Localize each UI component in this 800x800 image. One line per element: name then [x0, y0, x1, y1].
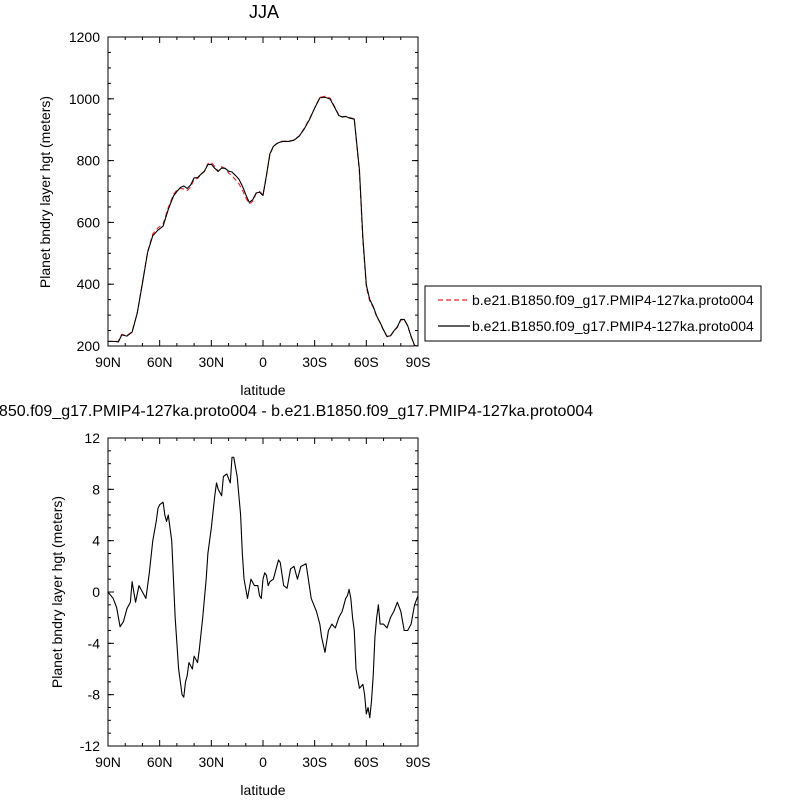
x-tick-label: 60S	[354, 354, 379, 370]
y-tick-label: -8	[88, 687, 101, 703]
legend-box	[424, 285, 762, 342]
top-plot-tick-labels: 90N 60N 30N 0 30S 60S 90S 200 400 600 800 1000 1200	[69, 29, 431, 370]
x-tick-label: 90S	[406, 754, 431, 770]
top-plot-ticks	[107, 36, 419, 347]
top-y-axis-label: Planet bndry layer hgt (meters)	[37, 96, 53, 288]
legend: b.e21.B1850.f09_g17.PMIP4-127ka.proto004…	[424, 285, 762, 342]
y-tick-label: 4	[92, 533, 100, 549]
bottom-plot-tick-labels: 90N 60N 30N 0 30S 60S 90S -12 -8 -4 0 4 8 12	[80, 430, 431, 770]
top-chart-title: JJA	[249, 2, 279, 22]
bottom-y-axis-label: Planet bndry layer hgt (meters)	[49, 496, 65, 688]
legend-label-series-1: b.e21.B1850.f09_g17.PMIP4-127ka.proto004	[472, 292, 754, 308]
y-tick-label: 400	[77, 276, 101, 292]
y-tick-label: 1000	[69, 91, 100, 107]
x-tick-label: 30N	[198, 754, 224, 770]
series-line-2	[108, 96, 419, 347]
y-tick-label: -12	[80, 738, 100, 754]
x-tick-label: 60N	[147, 354, 173, 370]
x-tick-label: 30S	[302, 754, 327, 770]
y-tick-label: 12	[84, 430, 100, 446]
bottom-x-axis-label: latitude	[240, 782, 285, 798]
y-tick-label: 0	[92, 584, 100, 600]
y-tick-label: 800	[77, 153, 101, 169]
x-tick-label: 0	[259, 354, 267, 370]
bottom-chart: b.e21.B1850.f09_g17.PMIP4-127ka.proto004…	[0, 403, 593, 798]
x-tick-label: 30N	[198, 354, 224, 370]
bottom-plot-lines	[107, 456, 419, 719]
y-tick-label: 200	[77, 338, 101, 354]
y-tick-label: 1200	[69, 29, 100, 45]
bottom-chart-title: b.e21.B1850.f09_g17.PMIP4-127ka.proto004…	[0, 403, 593, 420]
legend-label-series-2: b.e21.B1850.f09_g17.PMIP4-127ka.proto004	[472, 318, 754, 334]
x-tick-label: 90N	[95, 354, 121, 370]
series-line-1	[108, 95, 418, 347]
y-tick-label: 600	[77, 214, 101, 230]
series-line-1	[107, 456, 419, 719]
x-tick-label: 60S	[354, 754, 379, 770]
x-tick-label: 30S	[302, 354, 327, 370]
top-plot-lines	[108, 95, 419, 347]
y-tick-label: -4	[88, 635, 101, 651]
x-tick-label: 0	[259, 754, 267, 770]
x-tick-label: 60N	[147, 754, 173, 770]
bottom-plot-ticks	[107, 437, 419, 747]
top-x-axis-label: latitude	[240, 382, 285, 398]
top-plot-frame	[107, 36, 419, 347]
top-chart: JJA 90N 60N 30N 0 30S 60S 90S 200 400 600 800 1000 1…	[37, 2, 430, 398]
x-tick-label: 90N	[95, 754, 121, 770]
y-tick-label: 8	[92, 481, 100, 497]
x-tick-label: 90S	[406, 354, 431, 370]
